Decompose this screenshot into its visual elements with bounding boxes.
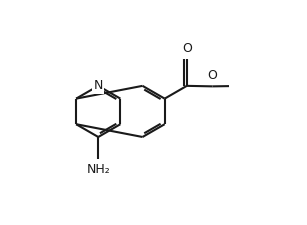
Text: NH₂: NH₂ — [86, 164, 110, 176]
Text: N: N — [94, 79, 103, 92]
Text: O: O — [182, 42, 192, 55]
Text: O: O — [208, 69, 217, 82]
